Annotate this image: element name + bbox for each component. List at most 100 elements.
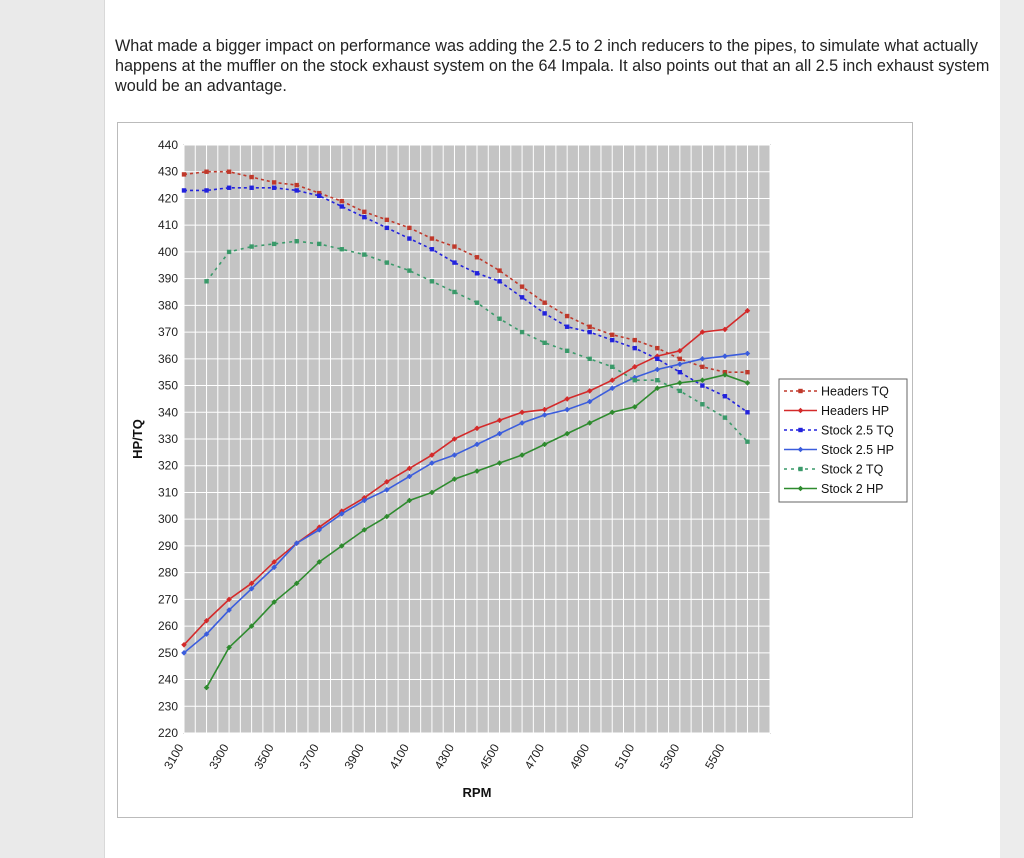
data-point-s2 bbox=[655, 356, 660, 362]
x-tick-label: 3100 bbox=[161, 741, 187, 771]
data-point-s3 bbox=[677, 361, 683, 367]
data-point-s3 bbox=[699, 356, 706, 362]
y-tick-label: 370 bbox=[158, 325, 178, 339]
y-tick-label: 220 bbox=[158, 726, 178, 740]
data-point-s4 bbox=[452, 289, 457, 295]
data-point-s4 bbox=[226, 249, 232, 255]
data-point-s1 bbox=[384, 478, 390, 485]
data-point-s2 bbox=[204, 188, 209, 193]
data-point-s3 bbox=[654, 366, 661, 373]
y-tick-label: 300 bbox=[158, 512, 178, 526]
data-point-s2 bbox=[610, 337, 615, 343]
x-tick-label: 4100 bbox=[387, 741, 413, 771]
data-point-s0 bbox=[339, 198, 344, 204]
data-point-s4 bbox=[564, 348, 570, 353]
data-point-s2 bbox=[722, 394, 728, 399]
data-point-s4 bbox=[294, 239, 299, 244]
data-point-s0 bbox=[181, 172, 187, 177]
data-point-s0 bbox=[407, 225, 412, 231]
data-point-s3 bbox=[797, 446, 804, 453]
data-point-s3 bbox=[316, 527, 323, 533]
data-point-s0 bbox=[610, 332, 615, 337]
data-point-s0 bbox=[429, 236, 435, 241]
data-point-s0 bbox=[317, 190, 322, 196]
data-point-s1 bbox=[677, 348, 683, 354]
legend-label: Stock 2 TQ bbox=[821, 463, 884, 477]
x-tick-label: 5500 bbox=[702, 741, 728, 771]
data-point-s4 bbox=[497, 316, 502, 321]
data-point-s5 bbox=[654, 385, 661, 392]
legend-box bbox=[778, 378, 908, 503]
data-point-s3 bbox=[384, 486, 390, 493]
data-point-s0 bbox=[474, 255, 480, 260]
data-point-s5 bbox=[271, 599, 277, 605]
data-point-s0 bbox=[564, 313, 570, 319]
y-tick-label: 380 bbox=[158, 298, 178, 312]
data-point-s4 bbox=[271, 241, 277, 247]
data-point-s0 bbox=[362, 209, 367, 215]
data-point-s2 bbox=[542, 311, 547, 316]
data-point-s0 bbox=[587, 324, 592, 329]
data-point-s2 bbox=[798, 427, 803, 433]
y-tick-label: 320 bbox=[158, 459, 178, 473]
y-axis-title: HP/TQ bbox=[130, 419, 145, 459]
y-tick-label: 350 bbox=[158, 379, 178, 393]
data-point-s5 bbox=[496, 460, 503, 466]
y-tick-label: 260 bbox=[158, 619, 178, 633]
data-point-s1 bbox=[609, 377, 616, 383]
y-tick-label: 310 bbox=[158, 485, 178, 499]
data-point-s5 bbox=[631, 404, 638, 410]
x-tick-label: 3700 bbox=[296, 741, 322, 771]
data-point-s3 bbox=[361, 497, 368, 504]
data-point-s1 bbox=[631, 364, 638, 370]
data-point-s3 bbox=[541, 412, 548, 418]
data-point-s3 bbox=[496, 430, 503, 437]
data-point-s5 bbox=[406, 497, 413, 504]
data-point-s5 bbox=[564, 430, 570, 437]
y-tick-label: 360 bbox=[158, 352, 178, 366]
data-point-s2 bbox=[362, 214, 367, 220]
data-point-s3 bbox=[519, 420, 525, 426]
data-point-s5 bbox=[361, 527, 368, 533]
data-point-s2 bbox=[745, 410, 750, 415]
data-point-s1 bbox=[226, 596, 232, 603]
data-point-s3 bbox=[744, 350, 751, 357]
data-point-s0 bbox=[745, 369, 750, 375]
data-point-s4 bbox=[722, 415, 728, 420]
y-tick-label: 410 bbox=[158, 218, 178, 232]
legend-label: Stock 2 HP bbox=[821, 482, 884, 496]
data-point-s5 bbox=[699, 377, 706, 383]
data-point-s2 bbox=[317, 193, 322, 198]
y-tick-label: 400 bbox=[158, 245, 178, 259]
data-point-s4 bbox=[655, 378, 660, 383]
data-point-s5 bbox=[451, 476, 458, 482]
data-point-s2 bbox=[452, 260, 457, 265]
data-point-s4 bbox=[474, 300, 480, 305]
data-point-s3 bbox=[722, 353, 728, 359]
data-point-s1 bbox=[541, 406, 548, 413]
data-point-s0 bbox=[294, 182, 299, 188]
data-point-s2 bbox=[587, 329, 592, 335]
data-point-s0 bbox=[542, 300, 547, 305]
legend-label: Stock 2.5 HP bbox=[821, 443, 894, 457]
data-point-s3 bbox=[586, 398, 593, 405]
data-point-s4 bbox=[745, 439, 750, 444]
y-tick-label: 340 bbox=[158, 405, 178, 419]
data-point-s2 bbox=[339, 204, 344, 209]
data-point-s4 bbox=[587, 356, 592, 362]
data-point-s0 bbox=[798, 388, 803, 394]
data-point-s3 bbox=[451, 452, 458, 458]
data-point-s4 bbox=[339, 247, 344, 252]
y-tick-label: 270 bbox=[158, 592, 178, 606]
series-line-headers-tq bbox=[183, 170, 748, 373]
data-point-s5 bbox=[722, 372, 728, 378]
data-point-s5 bbox=[541, 441, 548, 448]
data-point-s0 bbox=[519, 284, 525, 289]
data-point-s0 bbox=[700, 364, 705, 370]
data-point-s4 bbox=[249, 244, 254, 249]
data-point-s3 bbox=[474, 441, 480, 448]
data-point-s5 bbox=[586, 420, 593, 426]
data-point-s0 bbox=[249, 174, 254, 180]
data-point-s1 bbox=[429, 452, 435, 458]
data-point-s1 bbox=[744, 307, 751, 314]
